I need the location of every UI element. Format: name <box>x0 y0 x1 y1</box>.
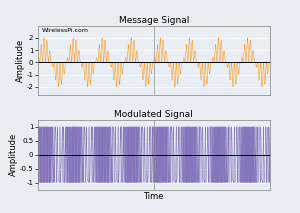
Title: Message Signal: Message Signal <box>118 16 189 25</box>
Title: Modulated Signal: Modulated Signal <box>114 110 193 119</box>
Y-axis label: Amplitude: Amplitude <box>9 133 18 176</box>
Y-axis label: Amplitude: Amplitude <box>16 39 25 82</box>
X-axis label: Time: Time <box>143 192 164 201</box>
Text: WirelessPi.com: WirelessPi.com <box>42 28 89 33</box>
